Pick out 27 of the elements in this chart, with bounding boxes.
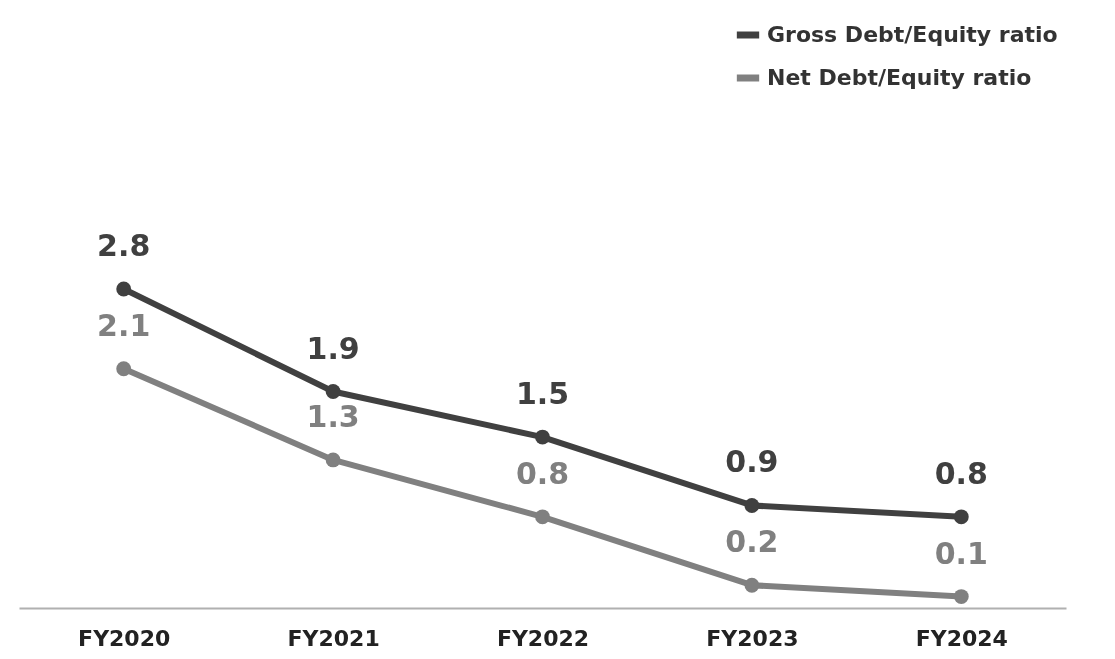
x-tick-label: FY2021 bbox=[287, 625, 380, 651]
point bbox=[953, 509, 969, 525]
data-label: 0.8 bbox=[934, 455, 988, 491]
data-label: 1.5 bbox=[515, 376, 570, 412]
point bbox=[116, 361, 132, 377]
legend-label: Net Debt/Equity ratio bbox=[767, 65, 1032, 90]
data-label: 1.3 bbox=[306, 398, 360, 434]
data-label: 2.1 bbox=[97, 307, 151, 343]
point bbox=[744, 577, 760, 593]
data-label: 2.8 bbox=[97, 228, 151, 263]
x-tick-label: FY2024 bbox=[915, 625, 1008, 651]
point bbox=[535, 429, 550, 445]
data-label: 0.2 bbox=[725, 524, 779, 560]
point bbox=[535, 509, 550, 525]
point bbox=[116, 281, 132, 297]
point bbox=[744, 498, 760, 513]
data-label: 0.1 bbox=[934, 535, 988, 571]
point bbox=[325, 384, 341, 399]
data-label: 1.9 bbox=[306, 330, 360, 366]
point bbox=[325, 452, 341, 468]
legend-label: Gross Debt/Equity ratio bbox=[767, 22, 1058, 47]
x-tick-label: FY2022 bbox=[496, 625, 590, 651]
data-label: 0.9 bbox=[725, 444, 779, 480]
data-label: 0.8 bbox=[515, 455, 570, 491]
x-tick-label: FY2020 bbox=[78, 625, 171, 651]
point bbox=[953, 589, 969, 605]
x-tick-label: FY2023 bbox=[706, 625, 799, 651]
